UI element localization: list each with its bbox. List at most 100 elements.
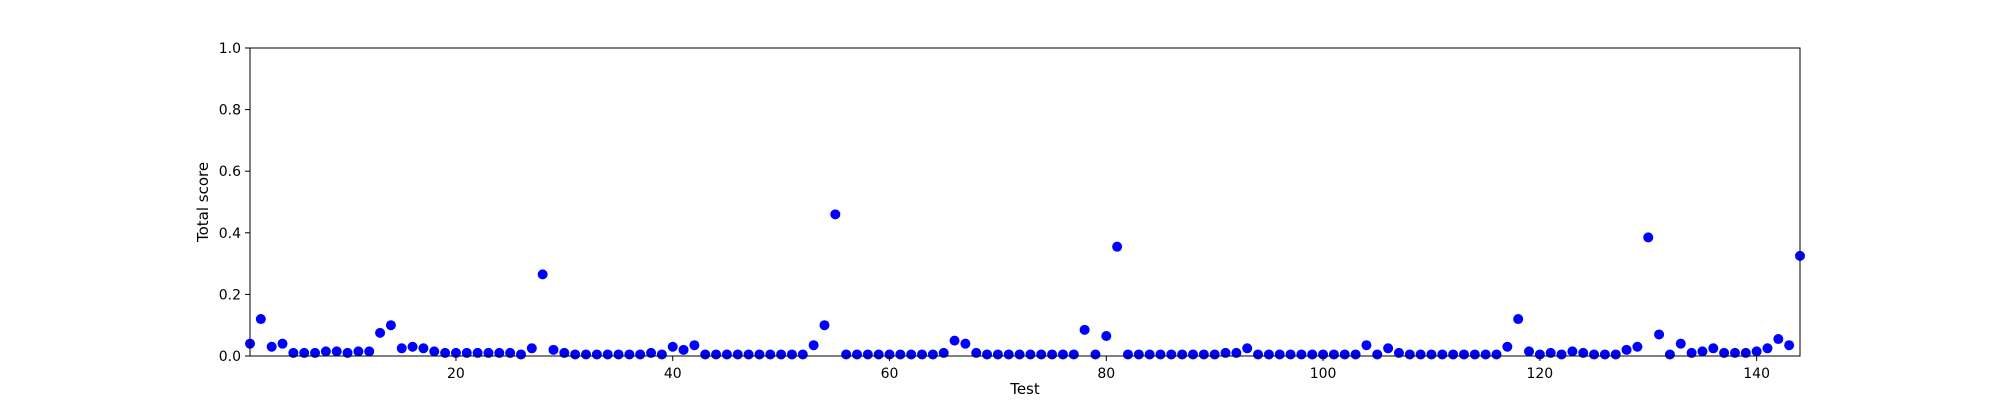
data-point bbox=[310, 347, 321, 358]
data-point bbox=[581, 349, 592, 360]
y-tick-label: 0.2 bbox=[219, 287, 241, 303]
data-point bbox=[743, 349, 754, 360]
data-point bbox=[678, 344, 689, 355]
data-point bbox=[1448, 349, 1459, 360]
data-point bbox=[808, 340, 819, 351]
data-point bbox=[1654, 329, 1665, 340]
data-point bbox=[700, 349, 711, 360]
data-point bbox=[342, 347, 353, 358]
data-point bbox=[1318, 349, 1329, 360]
y-tick-label: 0.6 bbox=[219, 164, 241, 180]
data-point bbox=[862, 349, 873, 360]
data-point bbox=[1567, 346, 1578, 357]
data-point bbox=[1328, 349, 1339, 360]
data-point bbox=[1729, 347, 1740, 358]
data-point bbox=[1339, 349, 1350, 360]
data-point bbox=[613, 349, 624, 360]
data-point bbox=[526, 343, 537, 354]
data-point bbox=[1762, 343, 1773, 354]
data-point bbox=[1578, 347, 1589, 358]
data-point bbox=[851, 349, 862, 360]
data-point bbox=[1003, 349, 1014, 360]
data-point bbox=[1675, 338, 1686, 349]
data-point bbox=[786, 349, 797, 360]
data-point bbox=[949, 335, 960, 346]
data-point bbox=[646, 347, 657, 358]
data-point bbox=[689, 340, 700, 351]
data-point bbox=[299, 347, 310, 358]
data-point bbox=[873, 349, 884, 360]
data-point bbox=[906, 349, 917, 360]
data-point bbox=[277, 338, 288, 349]
x-tick-label: 40 bbox=[664, 366, 682, 382]
data-point bbox=[461, 347, 472, 358]
data-point bbox=[288, 347, 299, 358]
data-point bbox=[1393, 347, 1404, 358]
data-point bbox=[711, 349, 722, 360]
x-axis-ticks: 20 40 60 80 100 120 140 bbox=[447, 356, 1770, 382]
data-point bbox=[1480, 349, 1491, 360]
data-point bbox=[1025, 349, 1036, 360]
data-point bbox=[1057, 349, 1068, 360]
data-points bbox=[245, 209, 1805, 360]
data-point bbox=[1751, 346, 1762, 357]
data-point bbox=[255, 314, 266, 325]
x-axis-label: Test bbox=[1009, 380, 1040, 398]
data-point bbox=[1534, 349, 1545, 360]
data-point bbox=[819, 320, 830, 331]
data-point bbox=[1502, 341, 1513, 352]
data-point bbox=[1350, 349, 1361, 360]
data-point bbox=[1133, 349, 1144, 360]
data-point bbox=[1469, 349, 1480, 360]
y-tick-label: 0.8 bbox=[219, 103, 241, 119]
data-point bbox=[841, 349, 852, 360]
data-point bbox=[1383, 343, 1394, 354]
data-point bbox=[992, 349, 1003, 360]
data-point bbox=[1740, 347, 1751, 358]
data-point bbox=[1589, 349, 1600, 360]
data-point bbox=[602, 349, 613, 360]
data-point bbox=[656, 349, 667, 360]
data-point bbox=[537, 269, 548, 280]
x-tick-label: 140 bbox=[1743, 366, 1770, 382]
data-point bbox=[1556, 349, 1567, 360]
data-point bbox=[1621, 344, 1632, 355]
data-point bbox=[1296, 349, 1307, 360]
data-point bbox=[1719, 347, 1730, 358]
data-point bbox=[1101, 330, 1112, 341]
data-point bbox=[624, 349, 635, 360]
data-point bbox=[1372, 349, 1383, 360]
data-point bbox=[1361, 340, 1372, 351]
data-point bbox=[515, 349, 526, 360]
data-point bbox=[1177, 349, 1188, 360]
data-point bbox=[635, 349, 646, 360]
data-point bbox=[353, 346, 364, 357]
data-point bbox=[1404, 349, 1415, 360]
data-point bbox=[1198, 349, 1209, 360]
data-point bbox=[1686, 347, 1697, 358]
data-point bbox=[450, 347, 461, 358]
data-point bbox=[1437, 349, 1448, 360]
data-point bbox=[1122, 349, 1133, 360]
data-point bbox=[1599, 349, 1610, 360]
data-point bbox=[1209, 349, 1220, 360]
data-point bbox=[396, 343, 407, 354]
data-point bbox=[440, 347, 451, 358]
y-axis-ticks: 0.0 0.2 0.4 0.6 0.8 1.0 bbox=[219, 41, 250, 365]
data-point bbox=[960, 338, 971, 349]
data-point bbox=[1513, 314, 1524, 325]
y-axis-label: Total score bbox=[194, 162, 212, 243]
x-tick-label: 20 bbox=[447, 366, 465, 382]
data-point bbox=[591, 349, 602, 360]
data-point bbox=[1188, 349, 1199, 360]
data-point bbox=[1155, 349, 1166, 360]
data-point bbox=[1014, 349, 1025, 360]
data-point bbox=[1036, 349, 1047, 360]
data-point bbox=[1415, 349, 1426, 360]
data-point bbox=[1643, 232, 1654, 243]
y-tick-label: 1.0 bbox=[219, 41, 241, 57]
data-point bbox=[483, 347, 494, 358]
data-point bbox=[938, 347, 949, 358]
data-point bbox=[1458, 349, 1469, 360]
